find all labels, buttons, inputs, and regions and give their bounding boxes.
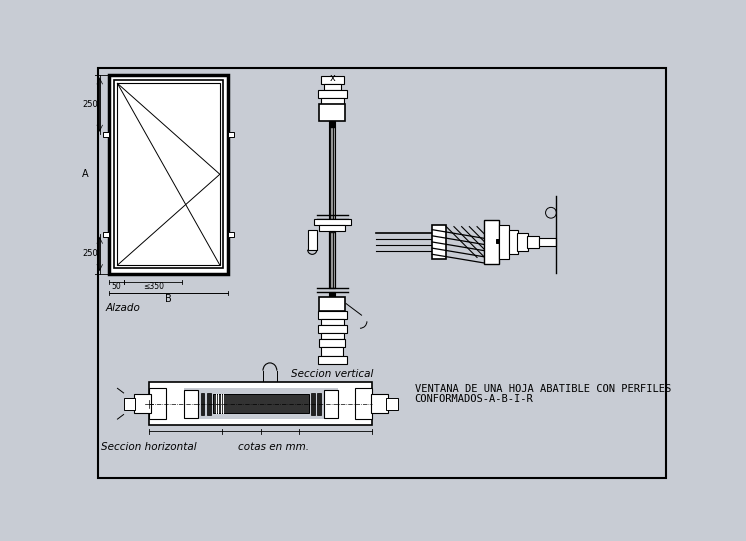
Text: 50: 50 xyxy=(112,282,122,291)
Bar xyxy=(517,233,528,251)
Bar xyxy=(114,80,223,268)
Bar xyxy=(498,225,510,259)
Bar xyxy=(184,390,198,418)
Bar xyxy=(527,236,539,248)
Bar xyxy=(109,75,228,274)
Bar xyxy=(311,393,315,414)
Bar xyxy=(319,339,345,347)
Bar xyxy=(117,83,220,265)
Bar xyxy=(386,398,398,410)
Bar xyxy=(539,238,556,246)
Text: ≤350: ≤350 xyxy=(142,282,164,291)
Text: Alzado: Alzado xyxy=(105,303,140,313)
Bar xyxy=(495,239,499,243)
Text: 250: 250 xyxy=(83,249,98,259)
Bar xyxy=(329,127,336,288)
Bar xyxy=(149,388,166,419)
Bar xyxy=(321,98,344,104)
Text: B: B xyxy=(166,294,172,304)
Bar xyxy=(319,104,345,121)
Bar xyxy=(319,298,345,311)
Bar xyxy=(228,132,234,136)
Bar xyxy=(321,76,344,84)
Bar xyxy=(484,221,499,263)
Text: Seccion horizontal: Seccion horizontal xyxy=(101,442,197,452)
Bar xyxy=(134,394,151,413)
Text: cotas en mm.: cotas en mm. xyxy=(237,442,309,452)
Bar xyxy=(322,347,343,356)
Bar xyxy=(124,398,135,410)
Bar xyxy=(321,319,344,325)
Bar xyxy=(317,393,321,414)
Bar xyxy=(318,325,347,333)
Bar xyxy=(207,393,210,414)
Text: Seccion vertical: Seccion vertical xyxy=(291,369,374,379)
Bar xyxy=(324,84,341,90)
Bar xyxy=(433,225,446,259)
Bar xyxy=(318,356,347,364)
Bar xyxy=(355,388,372,419)
Bar xyxy=(324,390,338,418)
Bar xyxy=(201,393,204,414)
Bar xyxy=(103,232,109,236)
Bar xyxy=(228,232,234,236)
Bar xyxy=(329,231,336,288)
Bar xyxy=(329,292,336,298)
Bar xyxy=(184,388,338,419)
Bar xyxy=(329,121,336,127)
Text: A: A xyxy=(82,169,89,179)
Bar xyxy=(509,230,518,254)
Bar xyxy=(103,132,109,136)
Bar xyxy=(314,219,351,225)
Bar xyxy=(149,382,372,425)
Text: x: x xyxy=(330,72,336,83)
Bar xyxy=(371,394,388,413)
Text: 250: 250 xyxy=(83,100,98,109)
Bar xyxy=(318,311,347,319)
Bar xyxy=(321,333,344,339)
Bar xyxy=(318,90,347,98)
Bar xyxy=(307,230,317,250)
Text: VENTANA DE UNA HOJA ABATIBLE CON PERFILES: VENTANA DE UNA HOJA ABATIBLE CON PERFILE… xyxy=(415,385,671,394)
Bar xyxy=(213,394,309,413)
Text: CONFORMADOS-A-B-I-R: CONFORMADOS-A-B-I-R xyxy=(415,394,533,405)
Bar xyxy=(319,225,345,231)
